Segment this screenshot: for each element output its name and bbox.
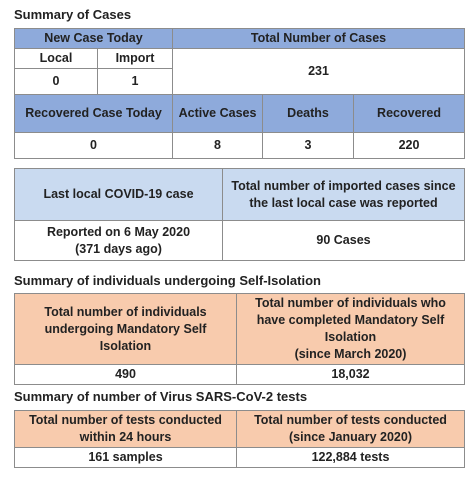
- header-cell: Import: [96, 48, 174, 69]
- value-cell: 490: [14, 364, 237, 385]
- isolation-table: Total number of individuals undergoing M…: [14, 293, 465, 385]
- header-cell: Last local COVID-19 case: [14, 168, 223, 221]
- header-cell: Total number of individuals undergoing M…: [14, 293, 237, 365]
- header-cell: New Case Today: [13, 28, 174, 49]
- header-cell: Total number of individuals who have com…: [236, 293, 465, 365]
- value-cell: 3: [262, 132, 355, 159]
- section-title: Summary of number of Virus SARS-CoV-2 te…: [14, 389, 308, 404]
- header-cell: Local: [14, 48, 98, 69]
- value-cell: 90 Cases: [222, 220, 465, 261]
- value-cell: 161 samples: [14, 447, 237, 468]
- cases-table: New Case Today Total Number of Cases Loc…: [13, 28, 466, 159]
- value-cell: 0: [13, 132, 174, 159]
- header-cell: Total number of tests conducted (since J…: [236, 410, 465, 448]
- header-cell: Recovered Case Today: [13, 94, 174, 133]
- local-case-table: Last local COVID-19 case Total number of…: [14, 168, 465, 261]
- header-cell: Active Cases: [172, 94, 264, 133]
- header-cell: Total Number of Cases: [172, 28, 466, 49]
- value-cell: 8: [172, 132, 264, 159]
- value-cell: 0: [14, 68, 98, 95]
- header-cell: Deaths: [262, 94, 355, 133]
- value-cell: 18,032: [236, 364, 465, 385]
- header-cell: Total number of tests conducted within 2…: [14, 410, 237, 448]
- value-cell: 122,884 tests: [236, 447, 465, 468]
- value-cell: 1: [96, 68, 174, 95]
- header-cell: Recovered: [353, 94, 466, 133]
- value-cell: 231: [172, 48, 466, 95]
- tests-table: Total number of tests conducted within 2…: [14, 410, 465, 468]
- header-cell: Total number of imported cases since the…: [222, 168, 465, 221]
- value-cell: 220: [353, 132, 466, 159]
- section-title: Summary of individuals undergoing Self-I…: [14, 273, 321, 288]
- section-title: Summary of Cases: [14, 7, 132, 22]
- value-cell: Reported on 6 May 2020 (371 days ago): [14, 220, 223, 261]
